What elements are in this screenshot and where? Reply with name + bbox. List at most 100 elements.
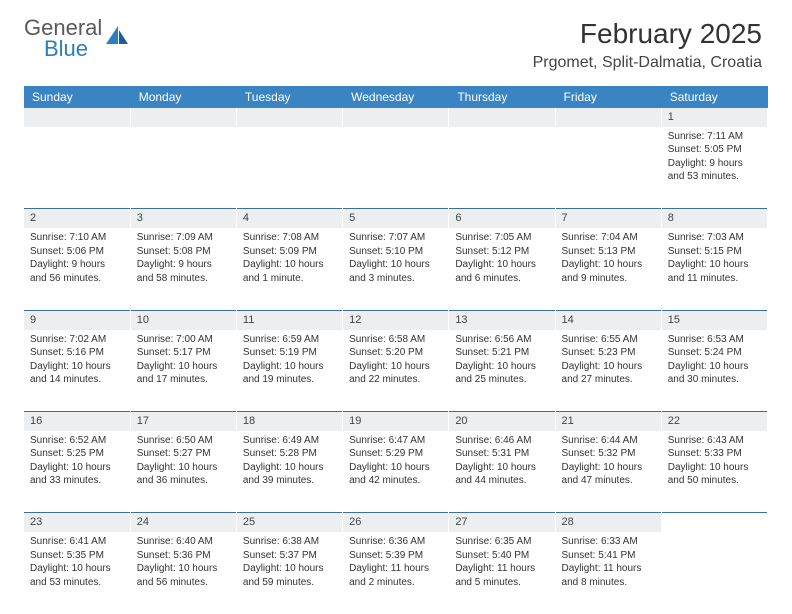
day-number-cell <box>555 108 661 127</box>
day-detail-cell: Sunrise: 7:11 AMSunset: 5:05 PMDaylight:… <box>661 127 767 209</box>
sunrise-text: Sunrise: 6:58 AM <box>349 333 442 347</box>
sunset-text: Sunset: 5:10 PM <box>349 245 442 259</box>
sunrise-text: Sunrise: 6:36 AM <box>349 535 442 549</box>
weekday-header: Tuesday <box>236 86 342 108</box>
sunset-text: Sunset: 5:21 PM <box>455 346 548 360</box>
daylight-text: Daylight: 10 hours and 27 minutes. <box>562 360 655 387</box>
day-number-cell: 8 <box>661 209 767 228</box>
brand-logo: General Blue <box>24 18 128 60</box>
daylight-text: Daylight: 10 hours and 39 minutes. <box>243 461 336 488</box>
day-detail-cell <box>343 127 449 209</box>
sunset-text: Sunset: 5:08 PM <box>137 245 230 259</box>
day-detail-row: Sunrise: 7:11 AMSunset: 5:05 PMDaylight:… <box>24 127 768 209</box>
day-number-cell: 15 <box>661 310 767 329</box>
day-detail-cell: Sunrise: 6:52 AMSunset: 5:25 PMDaylight:… <box>24 431 130 513</box>
day-number-row: 9101112131415 <box>24 310 768 329</box>
day-number-cell: 28 <box>555 513 661 532</box>
weekday-header: Wednesday <box>343 86 449 108</box>
sunset-text: Sunset: 5:31 PM <box>455 447 548 461</box>
sunrise-text: Sunrise: 6:38 AM <box>243 535 336 549</box>
day-detail-cell: Sunrise: 6:33 AMSunset: 5:41 PMDaylight:… <box>555 532 661 614</box>
day-number-cell: 22 <box>661 412 767 431</box>
sunset-text: Sunset: 5:37 PM <box>243 549 336 563</box>
daylight-text: Daylight: 10 hours and 3 minutes. <box>349 258 442 285</box>
daylight-text: Daylight: 10 hours and 22 minutes. <box>349 360 442 387</box>
calendar-body: 1 Sunrise: 7:11 AMSunset: 5:05 PMDayligh… <box>24 108 768 614</box>
sunrise-text: Sunrise: 7:04 AM <box>562 231 655 245</box>
sunrise-text: Sunrise: 7:02 AM <box>30 333 124 347</box>
daylight-text: Daylight: 10 hours and 56 minutes. <box>137 562 230 589</box>
day-detail-row: Sunrise: 7:02 AMSunset: 5:16 PMDaylight:… <box>24 330 768 412</box>
sunset-text: Sunset: 5:36 PM <box>137 549 230 563</box>
day-number-cell: 26 <box>343 513 449 532</box>
daylight-text: Daylight: 10 hours and 9 minutes. <box>562 258 655 285</box>
day-detail-cell: Sunrise: 6:53 AMSunset: 5:24 PMDaylight:… <box>661 330 767 412</box>
day-number-cell: 6 <box>449 209 555 228</box>
day-number-cell <box>661 513 767 532</box>
brand-text: General Blue <box>24 18 102 60</box>
day-number-cell: 27 <box>449 513 555 532</box>
sunrise-text: Sunrise: 7:11 AM <box>668 130 761 144</box>
day-detail-cell: Sunrise: 7:04 AMSunset: 5:13 PMDaylight:… <box>555 228 661 310</box>
day-detail-cell: Sunrise: 6:50 AMSunset: 5:27 PMDaylight:… <box>130 431 236 513</box>
sunset-text: Sunset: 5:39 PM <box>349 549 442 563</box>
weekday-header: Monday <box>130 86 236 108</box>
daylight-text: Daylight: 9 hours and 56 minutes. <box>30 258 124 285</box>
sunset-text: Sunset: 5:13 PM <box>562 245 655 259</box>
daylight-text: Daylight: 10 hours and 6 minutes. <box>455 258 548 285</box>
daylight-text: Daylight: 11 hours and 5 minutes. <box>455 562 548 589</box>
sunset-text: Sunset: 5:20 PM <box>349 346 442 360</box>
day-number-cell: 23 <box>24 513 130 532</box>
day-number-cell <box>343 108 449 127</box>
day-detail-cell: Sunrise: 6:35 AMSunset: 5:40 PMDaylight:… <box>449 532 555 614</box>
day-number-cell: 4 <box>236 209 342 228</box>
day-detail-cell: Sunrise: 6:47 AMSunset: 5:29 PMDaylight:… <box>343 431 449 513</box>
day-number-row: 1 <box>24 108 768 127</box>
day-detail-cell: Sunrise: 6:41 AMSunset: 5:35 PMDaylight:… <box>24 532 130 614</box>
sunset-text: Sunset: 5:29 PM <box>349 447 442 461</box>
daylight-text: Daylight: 10 hours and 19 minutes. <box>243 360 336 387</box>
day-number-cell: 10 <box>130 310 236 329</box>
day-detail-cell <box>24 127 130 209</box>
day-detail-cell: Sunrise: 6:46 AMSunset: 5:31 PMDaylight:… <box>449 431 555 513</box>
day-number-cell: 19 <box>343 412 449 431</box>
day-detail-row: Sunrise: 6:52 AMSunset: 5:25 PMDaylight:… <box>24 431 768 513</box>
day-number-cell: 21 <box>555 412 661 431</box>
sunset-text: Sunset: 5:35 PM <box>30 549 124 563</box>
day-number-cell: 16 <box>24 412 130 431</box>
day-number-cell: 5 <box>343 209 449 228</box>
brand-line2: Blue <box>44 36 88 61</box>
header: General Blue February 2025 Prgomet, Spli… <box>0 0 792 80</box>
sunset-text: Sunset: 5:24 PM <box>668 346 761 360</box>
day-detail-cell <box>449 127 555 209</box>
sunset-text: Sunset: 5:19 PM <box>243 346 336 360</box>
sunset-text: Sunset: 5:05 PM <box>668 143 761 157</box>
daylight-text: Daylight: 10 hours and 11 minutes. <box>668 258 761 285</box>
day-number-cell <box>24 108 130 127</box>
sunrise-text: Sunrise: 7:10 AM <box>30 231 124 245</box>
sunrise-text: Sunrise: 6:53 AM <box>668 333 761 347</box>
day-detail-row: Sunrise: 6:41 AMSunset: 5:35 PMDaylight:… <box>24 532 768 614</box>
weekday-header: Thursday <box>449 86 555 108</box>
daylight-text: Daylight: 10 hours and 42 minutes. <box>349 461 442 488</box>
day-detail-cell: Sunrise: 7:00 AMSunset: 5:17 PMDaylight:… <box>130 330 236 412</box>
sunrise-text: Sunrise: 6:33 AM <box>562 535 655 549</box>
title-block: February 2025 Prgomet, Split-Dalmatia, C… <box>533 18 762 72</box>
daylight-text: Daylight: 11 hours and 2 minutes. <box>349 562 442 589</box>
day-detail-cell: Sunrise: 6:44 AMSunset: 5:32 PMDaylight:… <box>555 431 661 513</box>
day-detail-cell <box>236 127 342 209</box>
weekday-header: Friday <box>555 86 661 108</box>
sunrise-text: Sunrise: 6:43 AM <box>668 434 761 448</box>
sunrise-text: Sunrise: 6:40 AM <box>137 535 230 549</box>
day-detail-cell <box>555 127 661 209</box>
sunset-text: Sunset: 5:23 PM <box>562 346 655 360</box>
sunset-text: Sunset: 5:27 PM <box>137 447 230 461</box>
daylight-text: Daylight: 10 hours and 1 minute. <box>243 258 336 285</box>
daylight-text: Daylight: 10 hours and 59 minutes. <box>243 562 336 589</box>
daylight-text: Daylight: 10 hours and 36 minutes. <box>137 461 230 488</box>
month-title: February 2025 <box>533 18 762 50</box>
sunrise-text: Sunrise: 6:44 AM <box>562 434 655 448</box>
day-detail-row: Sunrise: 7:10 AMSunset: 5:06 PMDaylight:… <box>24 228 768 310</box>
sunrise-text: Sunrise: 6:59 AM <box>243 333 336 347</box>
weekday-header: Sunday <box>24 86 130 108</box>
